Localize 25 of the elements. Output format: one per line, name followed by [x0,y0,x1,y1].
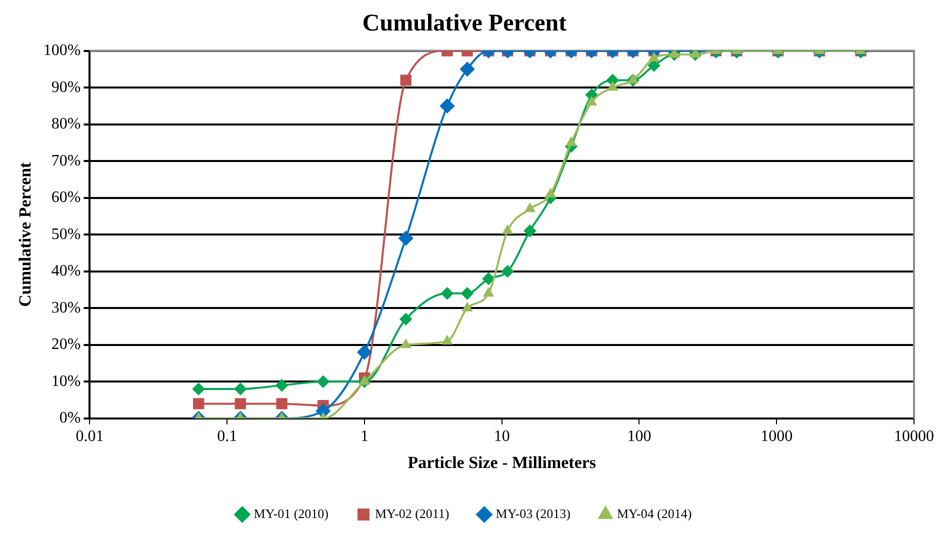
x-tick-label: 0.1 [217,428,238,446]
y-tick-label: 0% [59,410,81,427]
legend-label: MY-03 (2013) [496,506,571,521]
y-tick-label: 90% [51,78,81,96]
y-tick-label: 30% [51,299,81,316]
y-tick-label: 100% [43,42,81,60]
y-tick-label: 10% [51,372,81,390]
y-tick-label: 40% [51,262,81,280]
legend-label: MY-01 (2010) [254,506,329,521]
x-tick-label: 100 [627,428,652,446]
x-tick-label: 1 [360,428,368,446]
x-tick-label: 0.01 [76,428,104,446]
x-tick-label: 10 [494,428,510,446]
legend-label: MY-02 (2011) [375,506,450,521]
y-axis-title: Cumulative Percent [16,162,35,307]
legend-label: MY-04 (2014) [617,506,692,521]
x-axis-title: Particle Size - Millimeters [408,453,596,472]
x-tick-label: 1000 [760,428,793,446]
chart-title: Cumulative Percent [362,10,567,37]
x-tick-label: 10000 [894,428,934,446]
y-tick-label: 60% [51,189,81,206]
y-tick-label: 80% [51,116,81,133]
y-tick-label: 70% [51,152,81,170]
y-tick-label: 20% [51,336,81,354]
y-tick-label: 50% [51,226,81,243]
